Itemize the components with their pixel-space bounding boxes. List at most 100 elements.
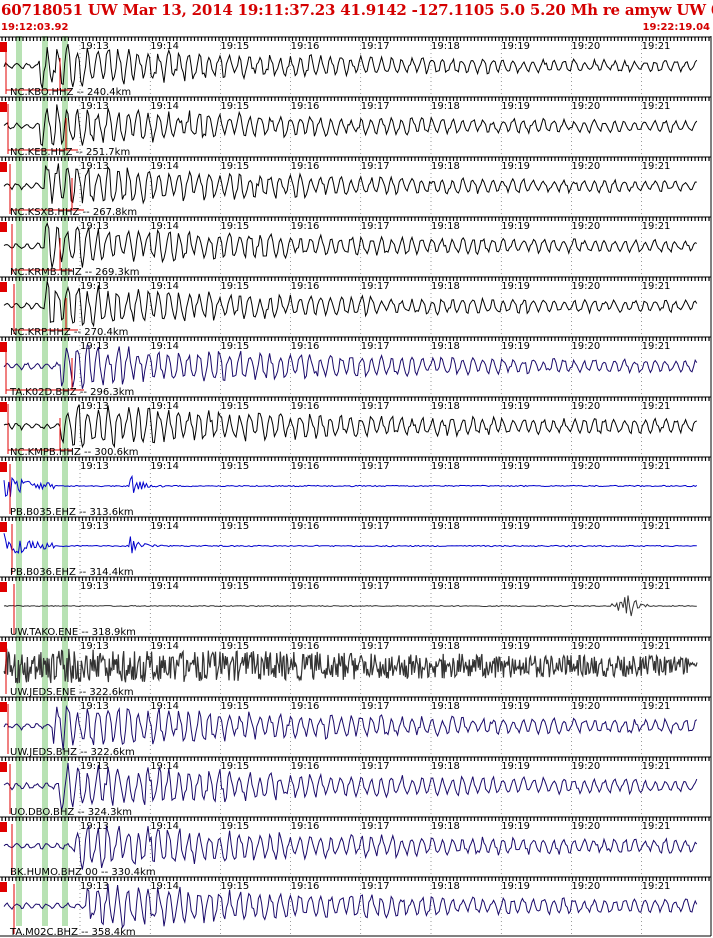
station-label: TA.K02D.BHZ -- 296.3km xyxy=(9,387,134,398)
station-label: BK.HUMO.BHZ 00 -- 330.4km xyxy=(10,867,156,878)
minute-tick-label: 19:16 xyxy=(291,701,320,712)
minute-tick-label: 19:14 xyxy=(150,581,179,592)
minute-tick-label: 19:17 xyxy=(361,821,390,832)
minute-tick-label: 19:21 xyxy=(642,101,671,112)
minute-tick-label: 19:17 xyxy=(361,281,390,292)
minute-tick-label: 19:15 xyxy=(220,161,249,172)
trace-panel: 19:13 19:14 19:15 19:16 19:17 19:18 19:19 19:20… xyxy=(0,156,712,218)
minute-tick-label: 19:14 xyxy=(150,221,179,232)
trace-panel: 19:13 19:14 19:15 19:16 19:17 19:18 19:19 19:20… xyxy=(0,456,712,518)
minute-tick-label: 19:17 xyxy=(361,521,390,532)
minute-tick-label: 19:15 xyxy=(220,341,249,352)
minute-tick-label: 19:16 xyxy=(291,461,320,472)
station-label: NC.KRMB.HHZ -- 269.3km xyxy=(10,267,139,278)
minute-tick-label: 19:19 xyxy=(501,761,530,772)
tick-marks xyxy=(1,517,710,521)
minute-tick-label: 19:13 xyxy=(80,221,109,232)
minute-tick-label: 19:16 xyxy=(291,521,320,532)
tick-strip xyxy=(1,37,710,41)
minute-tick-label: 19:13 xyxy=(80,101,109,112)
minute-tick-label: 19:16 xyxy=(291,221,320,232)
minute-tick-label: 19:20 xyxy=(571,221,600,232)
minute-tick-label: 19:16 xyxy=(291,41,320,52)
minute-tick-label: 19:16 xyxy=(291,281,320,292)
trace-panel: 19:13 19:14 19:15 19:16 19:17 19:18 19:19 19:20… xyxy=(0,396,712,458)
minute-tick-label: 19:13 xyxy=(80,761,109,772)
station-label: NC.KEB.HHZ -- 251.7km xyxy=(10,147,130,158)
tick-strip xyxy=(1,217,710,221)
minute-tick-label: 19:19 xyxy=(501,581,530,592)
minute-tick-label: 19:13 xyxy=(80,641,109,652)
pick-flag xyxy=(0,702,7,712)
station-label: NC.KMPB.HHZ -- 300.6km xyxy=(10,447,139,458)
minute-tick-label: 19:19 xyxy=(501,41,530,52)
minute-tick-label: 19:16 xyxy=(291,401,320,412)
minute-tick-label: 19:19 xyxy=(501,461,530,472)
minute-tick-label: 19:21 xyxy=(642,341,671,352)
station-label: PB.B036.EHZ -- 314.4km xyxy=(10,567,134,578)
minute-tick-label: 19:19 xyxy=(501,161,530,172)
tick-marks xyxy=(1,97,710,101)
minute-tick-label: 19:15 xyxy=(220,761,249,772)
minute-tick-label: 19:21 xyxy=(642,401,671,412)
minute-tick-label: 19:17 xyxy=(361,641,390,652)
minute-tick-label: 19:20 xyxy=(571,641,600,652)
waveform xyxy=(3,648,698,684)
minute-tick-label: 19:13 xyxy=(80,341,109,352)
tick-strip xyxy=(1,577,710,581)
tick-strip xyxy=(1,397,710,401)
minute-tick-label: 19:13 xyxy=(80,821,109,832)
minute-tick-label: 19:21 xyxy=(642,521,671,532)
pick-flag xyxy=(0,822,7,832)
pick-flag xyxy=(0,462,7,472)
tick-strip xyxy=(1,757,710,761)
minute-tick-label: 19:14 xyxy=(150,881,179,892)
minute-tick-label: 19:18 xyxy=(431,221,460,232)
tick-marks xyxy=(1,637,710,641)
minute-tick-label: 19:17 xyxy=(361,881,390,892)
trace-panel: 19:13 19:14 19:15 19:16 19:17 19:18 19:19 19:20… xyxy=(0,336,712,398)
pick-flag xyxy=(0,642,7,652)
minute-tick-label: 19:13 xyxy=(80,41,109,52)
header: 60718051 UW Mar 13, 2014 19:11:37.23 41.… xyxy=(0,0,713,36)
minute-tick-label: 19:17 xyxy=(361,461,390,472)
minute-tick-label: 19:13 xyxy=(80,701,109,712)
minute-tick-label: 19:20 xyxy=(571,281,600,292)
window-band xyxy=(42,36,48,926)
waveform xyxy=(3,163,697,205)
minute-tick-label: 19:19 xyxy=(501,521,530,532)
minute-tick-label: 19:14 xyxy=(150,281,179,292)
minute-tick-label: 19:21 xyxy=(642,41,671,52)
minute-tick-label: 19:19 xyxy=(501,221,530,232)
start-time: 19:12:03.92 xyxy=(1,22,69,33)
tick-marks xyxy=(1,337,710,341)
minute-tick-label: 19:14 xyxy=(150,161,179,172)
minute-tick-label: 19:19 xyxy=(501,881,530,892)
minute-tick-label: 19:15 xyxy=(220,401,249,412)
pick-flag xyxy=(0,882,7,892)
minute-tick-label: 19:20 xyxy=(571,161,600,172)
minute-tick-label: 19:20 xyxy=(571,101,600,112)
waveform xyxy=(3,344,698,389)
waveform xyxy=(3,222,698,269)
tick-marks xyxy=(1,277,710,281)
station-label: TA.M02C.BHZ -- 358.4km xyxy=(9,927,136,938)
minute-tick-label: 19:15 xyxy=(220,41,249,52)
minute-tick-label: 19:18 xyxy=(431,701,460,712)
waveform xyxy=(3,43,698,89)
minute-tick-label: 19:20 xyxy=(571,701,600,712)
window-band xyxy=(16,36,22,926)
minute-tick-label: 19:20 xyxy=(571,881,600,892)
minute-tick-label: 19:21 xyxy=(642,881,671,892)
minute-tick-label: 19:18 xyxy=(431,581,460,592)
minute-tick-label: 19:21 xyxy=(642,461,671,472)
minute-tick-label: 19:19 xyxy=(501,341,530,352)
minute-tick-label: 19:19 xyxy=(501,281,530,292)
station-label: UW.TAKO.ENE -- 318.9km xyxy=(10,627,136,638)
minute-tick-label: 19:21 xyxy=(642,221,671,232)
station-label: PB.B035.EHZ -- 313.6km xyxy=(10,507,134,518)
minute-tick-label: 19:14 xyxy=(150,761,179,772)
minute-tick-label: 19:19 xyxy=(501,701,530,712)
minute-tick-label: 19:18 xyxy=(431,161,460,172)
